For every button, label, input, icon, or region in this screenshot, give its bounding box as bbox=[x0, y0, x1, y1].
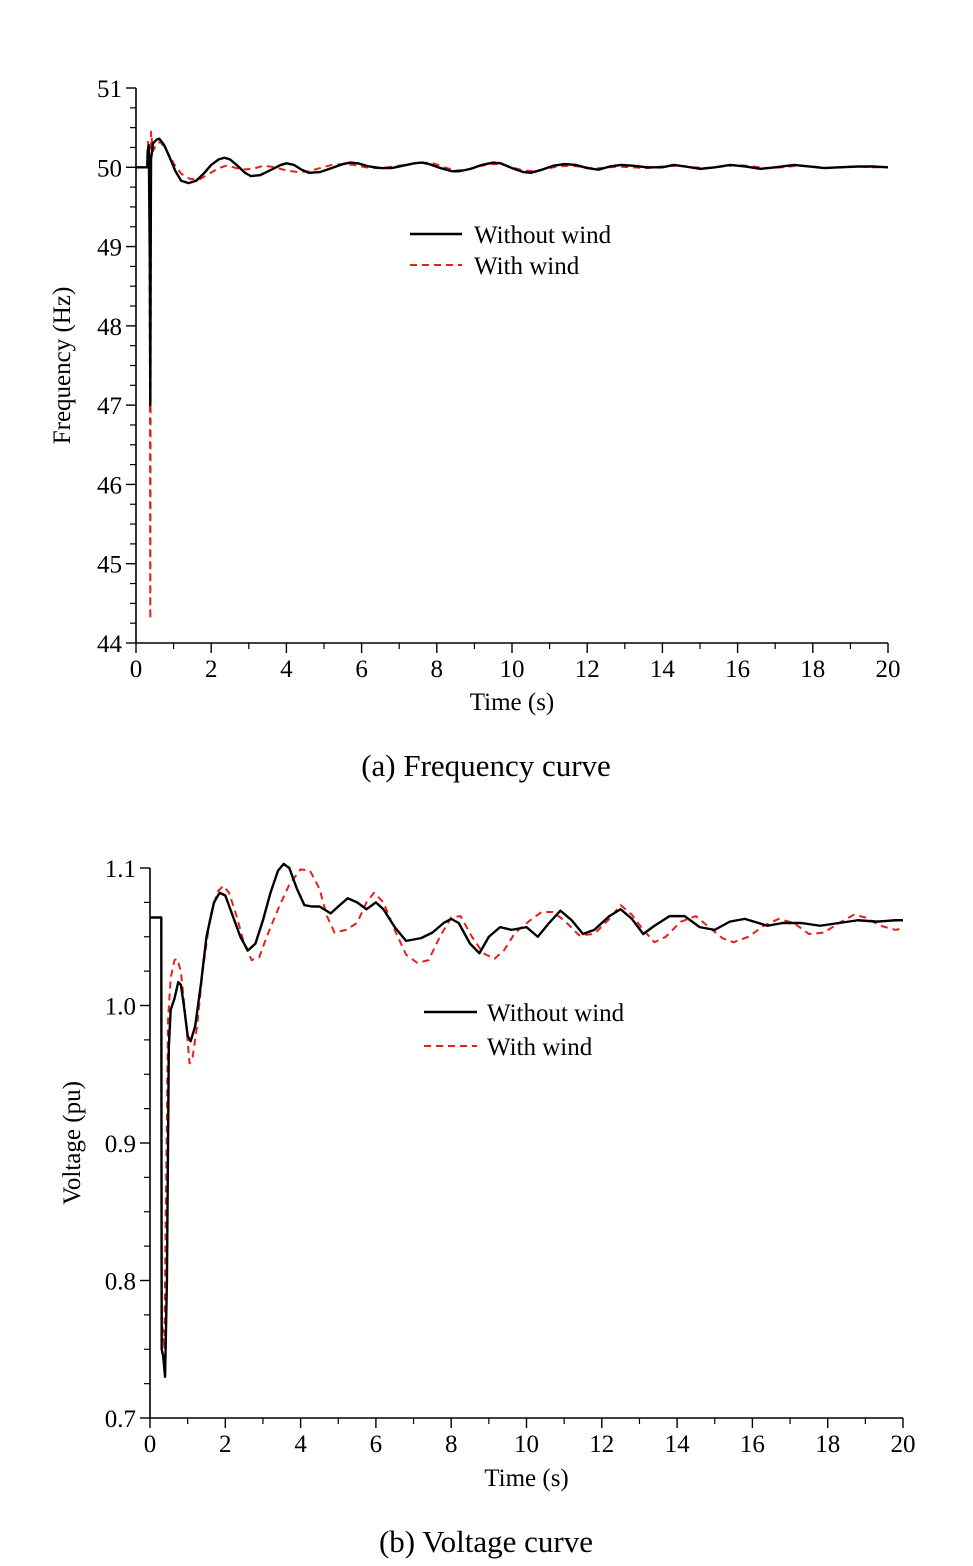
series-line-with-wind bbox=[150, 868, 904, 1351]
series-line-with-wind bbox=[136, 130, 888, 621]
x-tick-label: 6 bbox=[355, 656, 368, 683]
voltage-chart-lines bbox=[150, 862, 904, 1378]
y-tick-label: 1.1 bbox=[105, 856, 136, 883]
x-tick-label: 8 bbox=[445, 1431, 458, 1458]
x-tick-label: 12 bbox=[589, 1431, 614, 1458]
y-tick-label: 48 bbox=[97, 314, 122, 341]
x-tick-label: 0 bbox=[144, 1431, 157, 1458]
frequency-chart-lines bbox=[136, 130, 889, 621]
legend-label-with-wind: With wind bbox=[474, 253, 580, 280]
y-tick-label: 44 bbox=[97, 631, 123, 658]
x-tick-label: 14 bbox=[665, 1431, 691, 1458]
frequency-y-axis-title: Frequency (Hz) bbox=[49, 287, 76, 445]
y-tick-label: 49 bbox=[97, 235, 122, 262]
x-tick-label: 0 bbox=[130, 656, 143, 683]
y-tick-label: 45 bbox=[97, 552, 122, 579]
voltage-legend: Without wind With wind bbox=[424, 1000, 625, 1061]
x-tick-label: 6 bbox=[370, 1431, 383, 1458]
frequency-chart-caption: (a) Frequency curve bbox=[361, 748, 611, 783]
x-tick-label: 8 bbox=[431, 656, 444, 683]
x-tick-label: 16 bbox=[725, 656, 750, 683]
legend-label-without-wind: Without wind bbox=[487, 1000, 625, 1027]
frequency-x-axis-title: Time (s) bbox=[470, 689, 555, 716]
x-tick-label: 18 bbox=[815, 1431, 840, 1458]
x-tick-label: 2 bbox=[219, 1431, 232, 1458]
y-tick-label: 47 bbox=[97, 393, 122, 420]
x-tick-label: 18 bbox=[800, 656, 825, 683]
voltage-x-axis-title: Time (s) bbox=[484, 1465, 569, 1492]
y-tick-label: 46 bbox=[97, 472, 122, 499]
y-tick-label: 50 bbox=[97, 155, 122, 182]
voltage-chart-caption: (b) Voltage curve bbox=[379, 1524, 593, 1559]
x-tick-label: 16 bbox=[740, 1431, 765, 1458]
x-tick-label: 10 bbox=[500, 656, 525, 683]
x-tick-label: 20 bbox=[891, 1431, 916, 1458]
y-tick-label: 0.7 bbox=[105, 1406, 136, 1433]
x-tick-label: 2 bbox=[205, 656, 218, 683]
legend-label-without-wind: Without wind bbox=[474, 222, 612, 249]
legend-label-with-wind: With wind bbox=[487, 1034, 593, 1061]
x-tick-label: 14 bbox=[650, 656, 676, 683]
voltage-y-axis-title: Voltage (pu) bbox=[59, 1081, 86, 1205]
series-line-without-wind bbox=[150, 862, 903, 1378]
frequency-legend: Without wind With wind bbox=[410, 222, 612, 280]
x-tick-label: 4 bbox=[280, 656, 293, 683]
x-tick-label: 4 bbox=[294, 1431, 307, 1458]
x-tick-label: 20 bbox=[876, 656, 901, 683]
x-tick-label: 12 bbox=[575, 656, 600, 683]
y-tick-label: 0.9 bbox=[105, 1131, 136, 1158]
series-line-without-wind bbox=[136, 137, 889, 407]
x-tick-label: 10 bbox=[514, 1431, 539, 1458]
y-tick-label: 0.8 bbox=[105, 1269, 136, 1296]
y-tick-label: 1.0 bbox=[105, 994, 136, 1021]
voltage-chart-axes: 0 2 4 6 8 10 12 14 16 18 20 0.7 0.8 0.9 1.0 1.1 bbox=[105, 856, 916, 1458]
y-tick-label: 51 bbox=[97, 76, 122, 103]
voltage-chart: 0 2 4 6 8 10 12 14 16 18 20 0.7 0.8 0.9 1.0 1.1 Voltage… bbox=[59, 856, 916, 1559]
